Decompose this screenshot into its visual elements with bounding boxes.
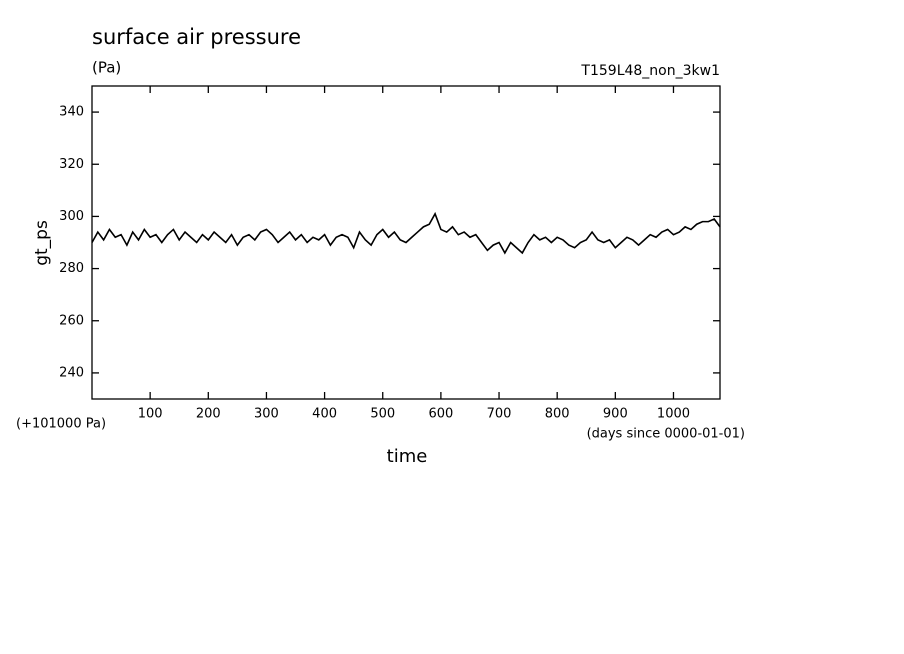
x-tick-label: 300	[254, 407, 279, 422]
x-tick-label: 100	[138, 407, 163, 422]
y-tick-label: 340	[59, 105, 84, 120]
x-tick-label: 800	[545, 407, 570, 422]
y-axis-label: gt_ps	[32, 220, 52, 266]
y-offset-note: (+101000 Pa)	[16, 417, 106, 432]
data-line	[91, 211, 721, 255]
y-tick-label: 240	[59, 365, 84, 380]
x-tick-label: 400	[312, 407, 337, 422]
x-tick-label: 900	[603, 407, 628, 422]
units: (Pa)	[92, 59, 121, 77]
x-axis-label: time	[387, 446, 428, 467]
x-tick-label: 1000	[657, 407, 690, 422]
y-tick-label: 280	[59, 261, 84, 276]
x-tick-label: 700	[487, 407, 512, 422]
x-tick-label: 500	[370, 407, 395, 422]
y-tick-label: 260	[59, 313, 84, 328]
run-label: T159L48_non_3kw1	[580, 63, 720, 79]
y-tick-label: 300	[59, 209, 84, 224]
x-tick-label: 200	[196, 407, 221, 422]
x-tick-label: 600	[428, 407, 453, 422]
chart-title: surface air pressure	[92, 25, 301, 49]
x-units: (days since 0000-01-01)	[587, 427, 745, 442]
y-tick-label: 320	[59, 157, 84, 172]
